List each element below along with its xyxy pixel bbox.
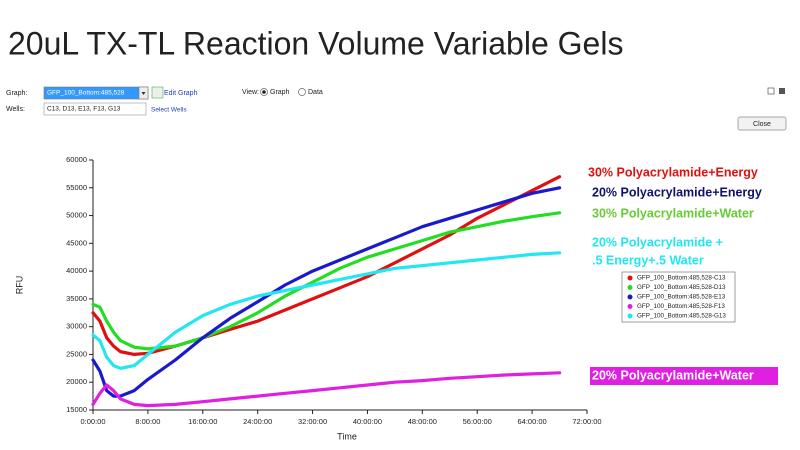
annotation: 30% Polyacrylamide+Energy <box>588 165 758 179</box>
x-tick-label: 24:00:00 <box>243 417 272 426</box>
legend-box <box>621 271 736 323</box>
radio-graph-dot <box>262 90 266 94</box>
legend-marker <box>627 294 633 300</box>
annotation: 20% Polyacrylamide+Energy <box>592 185 762 199</box>
radio-graph-label[interactable]: Graph <box>270 89 290 96</box>
y-tick-label: 15000 <box>66 405 87 414</box>
radio-data[interactable] <box>298 88 306 96</box>
annotation-background <box>590 367 778 385</box>
export-icon[interactable] <box>779 88 785 94</box>
series-line <box>91 211 562 351</box>
select-wells-link[interactable]: Select Wells <box>151 107 187 114</box>
legend-entry: GFP_100_Bottom:485,528-C13 <box>637 275 726 282</box>
wells-input[interactable] <box>43 102 147 116</box>
y-tick-label: 60000 <box>66 155 87 164</box>
graph-label: Graph: <box>6 90 27 97</box>
annotation: 30% Polyacrylamide+Water <box>592 206 754 220</box>
plot-area <box>93 160 587 410</box>
x-tick-label: 72:00:00 <box>572 417 601 426</box>
graph-select-value[interactable]: GFP_100_Bottom:485,528 <box>47 90 125 97</box>
wells-label: Wells: <box>6 106 25 113</box>
series-line <box>91 251 562 370</box>
y-tick-label: 20000 <box>66 377 87 386</box>
close-button-label[interactable]: Close <box>753 121 771 128</box>
x-tick-label: 48:00:00 <box>408 417 437 426</box>
y-tick-label: 35000 <box>66 294 87 303</box>
y-tick-label: 40000 <box>66 266 87 275</box>
x-tick-label: 32:00:00 <box>298 417 327 426</box>
print-icon[interactable] <box>767 87 775 95</box>
wells-value[interactable]: C13, D13, E13, F13, G13 <box>47 106 121 113</box>
dropdown-arrow <box>141 92 146 95</box>
y-tick-label: 50000 <box>66 211 87 220</box>
x-tick-label: 16:00:00 <box>188 417 217 426</box>
view-label: View: <box>242 89 259 96</box>
series-line <box>91 371 562 408</box>
x-tick-label: 56:00:00 <box>463 417 492 426</box>
y-tick-label: 45000 <box>66 238 87 247</box>
x-tick-label: 8:00:00 <box>135 417 160 426</box>
legend-marker <box>627 275 633 281</box>
legend-marker <box>627 285 633 290</box>
y-tick-label: 30000 <box>66 322 87 331</box>
x-tick-label: 0:00:00 <box>80 417 105 426</box>
x-tick-label: 64:00:00 <box>518 417 547 426</box>
y-tick-label: 25000 <box>66 349 87 358</box>
y-tick-label: 55000 <box>66 183 87 192</box>
x-tick-label: 40:00:00 <box>353 417 382 426</box>
close-button[interactable] <box>737 116 787 131</box>
series-line <box>91 175 562 356</box>
legend-entry: GFP_100_Bottom:485,528-E13 <box>637 294 726 301</box>
slide-title: 20uL TX-TL Reaction Volume Variable Gels <box>8 25 623 61</box>
edit-graph-link[interactable]: Edit Graph <box>164 90 198 97</box>
edit-graph-icon[interactable] <box>151 86 164 99</box>
y-axis-label: RFU <box>14 276 24 295</box>
radio-data-label[interactable]: Data <box>308 89 323 96</box>
x-axis-label: Time <box>337 431 357 441</box>
annotation: .5 Energy+.5 Water <box>592 253 704 267</box>
legend-entry: GFP_100_Bottom:485,528-D13 <box>637 284 726 291</box>
legend-marker <box>627 304 633 309</box>
legend-entry: GFP_100_Bottom:485,528-G13 <box>637 313 726 320</box>
annotation: 20% Polyacrylamide+Water <box>592 368 754 382</box>
annotation: 20% Polyacrylamide + <box>592 235 723 249</box>
legend-marker <box>627 313 633 319</box>
legend-entry: GFP_100_Bottom:485,528-F13 <box>637 303 725 310</box>
